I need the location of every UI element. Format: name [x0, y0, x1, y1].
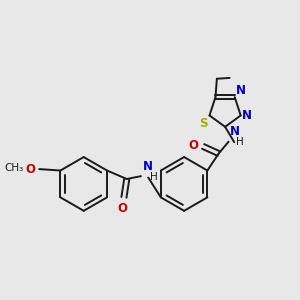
Text: S: S: [199, 117, 207, 130]
Text: N: N: [230, 125, 240, 138]
Text: H: H: [150, 172, 158, 182]
Text: CH₃: CH₃: [4, 163, 24, 173]
Text: O: O: [118, 202, 128, 215]
Text: H: H: [236, 137, 244, 147]
Text: O: O: [26, 163, 36, 176]
Text: N: N: [236, 84, 246, 97]
Text: O: O: [188, 139, 198, 152]
Text: N: N: [143, 160, 153, 173]
Text: N: N: [242, 109, 252, 122]
